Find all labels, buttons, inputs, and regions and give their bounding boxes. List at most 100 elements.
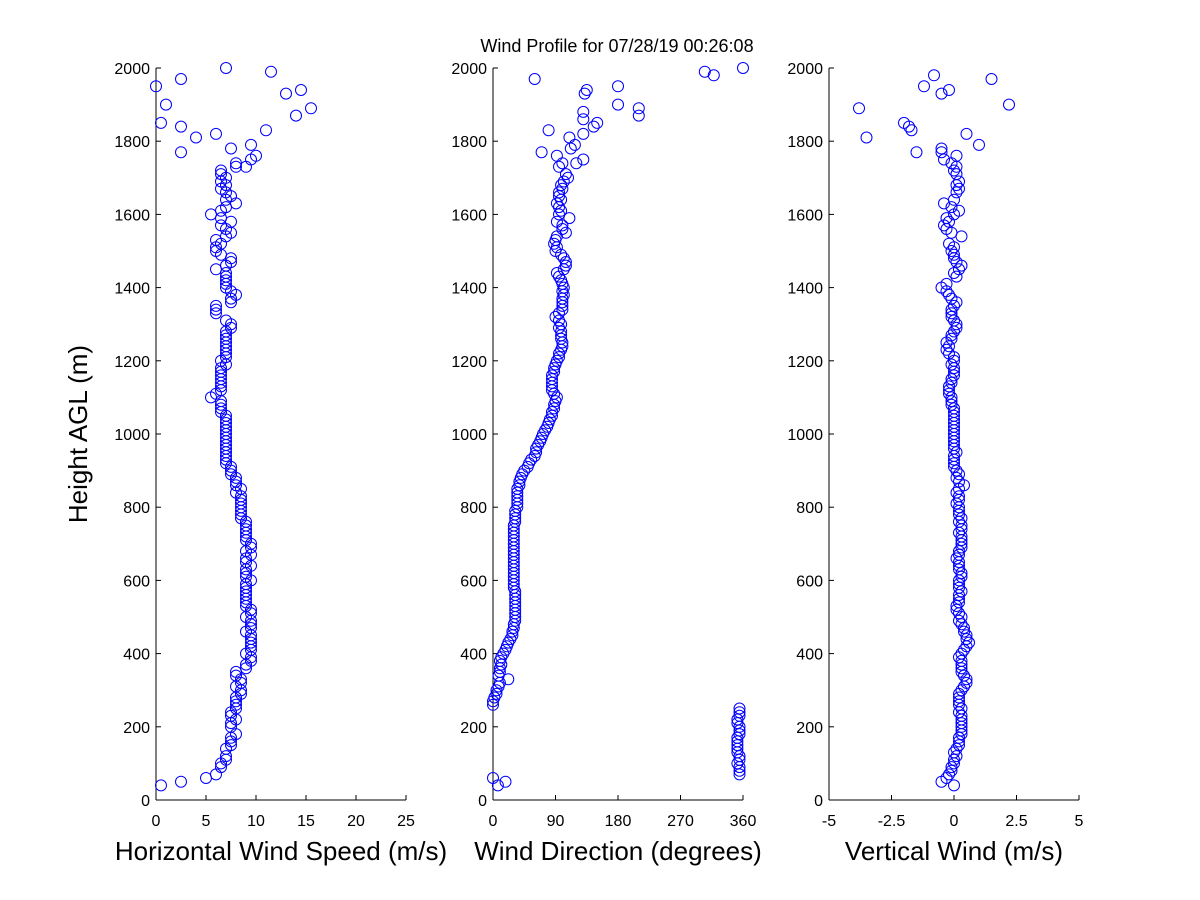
data-point	[215, 398, 227, 411]
data-point	[950, 552, 963, 565]
data-point	[553, 186, 565, 199]
data-point	[945, 391, 958, 404]
data-point	[549, 310, 562, 323]
data-point	[535, 146, 548, 159]
y-tick-label: 400	[123, 647, 150, 664]
data-point	[943, 384, 955, 397]
data-point	[220, 332, 232, 345]
data-point	[950, 179, 963, 192]
data-point	[230, 197, 242, 210]
data-point	[530, 446, 543, 459]
x-tick-label: 90	[547, 813, 565, 830]
data-point	[953, 731, 965, 744]
panel-2: 0 200 400 600 800 1000 1200 1400 1600 1800 2000 0 90…	[451, 61, 761, 866]
y-tick-label: 1400	[114, 281, 150, 298]
data-point	[225, 142, 237, 155]
data-point	[155, 116, 167, 129]
data-point	[200, 772, 212, 784]
data-point	[943, 380, 955, 393]
data-point	[553, 351, 565, 364]
y-tick-label: 400	[796, 647, 823, 664]
data-point	[943, 288, 955, 301]
data-point	[577, 127, 590, 140]
y-tick-label: 1800	[787, 134, 823, 151]
data-point	[733, 709, 746, 722]
data-point	[220, 417, 232, 429]
data-point	[632, 102, 645, 115]
data-point	[587, 120, 600, 133]
data-point	[557, 175, 570, 188]
data-point	[950, 168, 963, 181]
data-point	[955, 654, 968, 667]
data-point	[945, 764, 958, 777]
y-tick-label: 0	[814, 793, 823, 810]
data-point	[958, 625, 970, 638]
data-point	[945, 310, 958, 323]
data-point	[245, 138, 257, 151]
x-tick-label: 15	[297, 813, 315, 830]
data-point	[698, 65, 711, 78]
x-tick-label: 0	[950, 813, 959, 830]
x-tick-label: 0	[489, 813, 498, 830]
data-point	[953, 596, 965, 609]
data-point	[175, 73, 187, 85]
data-point	[955, 611, 968, 623]
data-point	[953, 182, 965, 195]
data-point	[295, 84, 307, 96]
data-point	[943, 340, 955, 353]
x-tick-label: 360	[730, 813, 757, 830]
data-point	[215, 402, 227, 415]
data-point	[215, 164, 227, 177]
data-point	[563, 212, 576, 225]
data-point	[943, 237, 955, 250]
data-point	[305, 102, 317, 115]
data-point	[210, 768, 222, 781]
y-tick-label: 1600	[114, 207, 150, 224]
data-point	[953, 695, 965, 708]
data-point	[245, 622, 257, 634]
data-point	[290, 109, 302, 122]
data-point	[950, 600, 963, 612]
data-point	[963, 636, 975, 649]
data-point	[160, 98, 172, 111]
data-point	[733, 706, 746, 719]
data-point	[733, 702, 746, 715]
data-point	[528, 73, 541, 85]
y-tick-label: 1400	[787, 281, 823, 298]
y-tick-label: 200	[796, 720, 823, 737]
data-point	[953, 614, 965, 627]
data-point	[928, 69, 940, 82]
y-tick-label: 1400	[451, 281, 487, 298]
data-point	[958, 680, 970, 693]
data-point	[559, 259, 572, 272]
data-point	[960, 676, 973, 689]
data-point	[955, 512, 968, 525]
data-point	[175, 146, 187, 159]
data-point	[938, 153, 950, 166]
x-tick-label: 25	[397, 813, 415, 830]
data-point	[948, 164, 960, 177]
data-point	[948, 409, 960, 422]
data-point	[985, 73, 998, 85]
data-point	[953, 581, 965, 594]
x-tick-label: 2.5	[1005, 813, 1027, 830]
data-point	[245, 636, 257, 649]
data-point	[898, 116, 910, 129]
data-point	[940, 343, 953, 356]
x-tick-label: -5	[822, 813, 836, 830]
data-point	[955, 709, 968, 722]
data-point	[210, 303, 222, 316]
data-point	[955, 684, 968, 697]
data-point	[945, 358, 958, 371]
y-tick-label: 600	[460, 573, 487, 590]
data-point	[958, 669, 970, 682]
data-point	[205, 208, 217, 221]
y-tick-label: 0	[141, 793, 150, 810]
data-point	[210, 263, 222, 276]
panel-1: 0 200 400 600 800 1000 1200 1400 1600 1800 2000 0 5 1…	[114, 61, 447, 866]
data-point	[950, 256, 963, 268]
data-point	[250, 149, 262, 162]
data-point	[550, 149, 563, 162]
data-point	[853, 102, 865, 115]
data-point	[230, 160, 242, 173]
